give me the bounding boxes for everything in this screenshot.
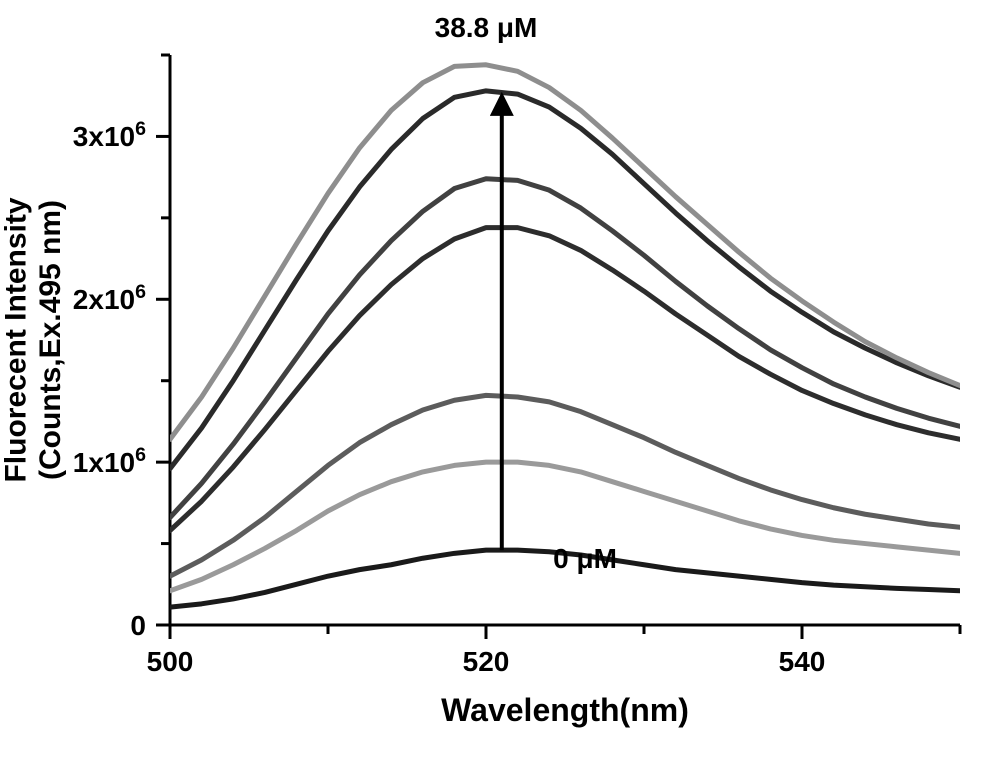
fluorescence-spectra-chart: 50052054001x1062x1063x106Wavelength(nm)F… [0,0,1000,761]
chart-svg: 50052054001x1062x1063x106Wavelength(nm)F… [0,0,1000,761]
bottom-concentration-label: 0 μM [553,543,617,574]
x-axis-label: Wavelength(nm) [441,692,689,728]
y-tick-label: 0 [130,610,146,641]
x-tick-label: 540 [779,646,826,677]
top-concentration-label: 38.8 μM [435,12,538,43]
x-tick-label: 520 [463,646,510,677]
y-axis-label: Fluorecent Intensity(Counts,Ex.495 nm) [0,197,67,482]
x-tick-label: 500 [147,646,194,677]
